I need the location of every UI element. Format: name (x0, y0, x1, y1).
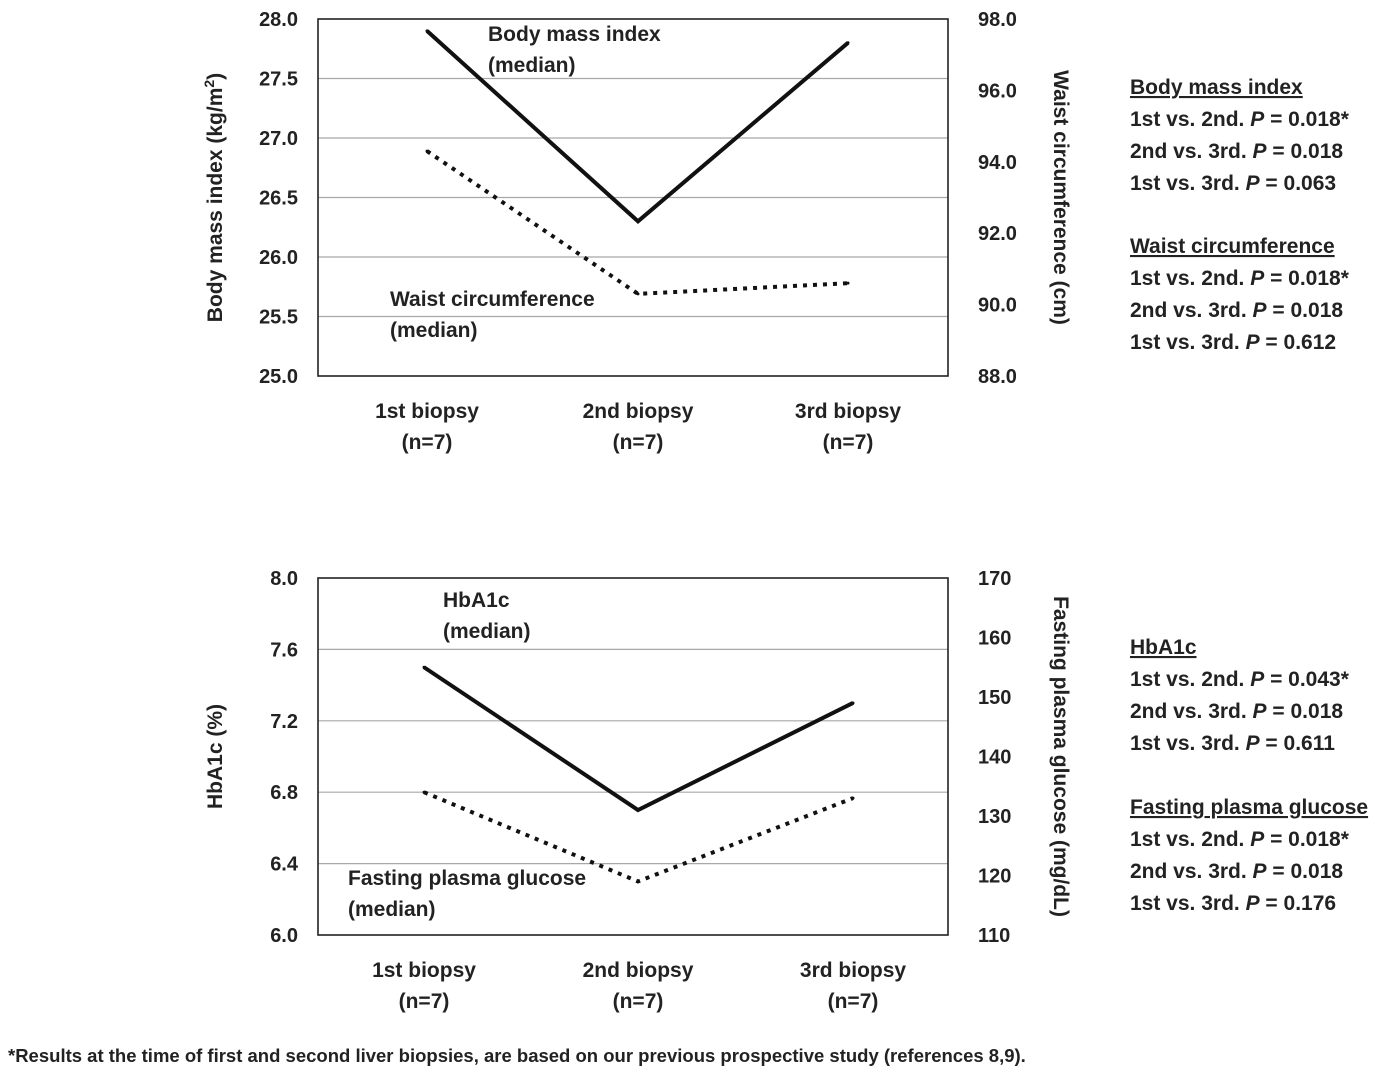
y-axis-title: HbA1c (%) (204, 704, 227, 809)
data-point (851, 701, 855, 705)
x-category-label: 3rd biopsy (795, 400, 902, 423)
y2-tick-label: 130 (978, 806, 1011, 828)
x-category-label: 3rd biopsy (800, 959, 907, 982)
x-category-label: 2nd biopsy (583, 959, 694, 982)
y-tick-label: 26.0 (259, 247, 298, 269)
y2-tick-label: 150 (978, 687, 1011, 709)
y-tick-label: 6.4 (270, 854, 299, 876)
y-tick-label: 25.0 (259, 366, 298, 388)
stat-line: 2nd vs. 3rd. P = 0.018 (1130, 140, 1343, 163)
stat-line: 1st vs. 2nd. P = 0.018* (1130, 267, 1350, 290)
series-line-primary (422, 665, 854, 813)
y2-tick-label: 90.0 (978, 295, 1017, 317)
y2-tick-label: 96.0 (978, 80, 1017, 102)
y-tick-label: 7.2 (270, 711, 298, 733)
y2-tick-label: 160 (978, 628, 1011, 650)
y-tick-label: 27.5 (259, 69, 298, 91)
x-category-sublabel: (n=7) (399, 990, 450, 1013)
x-category-label: 1st biopsy (372, 959, 476, 982)
stat-line: 1st vs. 3rd. P = 0.611 (1130, 732, 1335, 755)
y2-tick-label: 94.0 (978, 152, 1017, 174)
plot-frame (317, 577, 949, 936)
y2-tick-label: 120 (978, 866, 1011, 888)
y-tick-label: 6.8 (270, 782, 298, 804)
series-label: HbA1c (443, 589, 510, 612)
stat-line: 1st vs. 3rd. P = 0.063 (1130, 172, 1336, 195)
plot-frame (317, 18, 949, 377)
data-point (422, 790, 426, 794)
data-point (422, 665, 426, 669)
stat-line: 1st vs. 2nd. P = 0.043* (1130, 668, 1350, 691)
y-tick-label: 8.0 (270, 568, 298, 590)
y-tick-label: 26.5 (259, 188, 298, 210)
data-point (425, 149, 429, 153)
y2-tick-label: 92.0 (978, 223, 1017, 245)
stat-line: 2nd vs. 3rd. P = 0.018 (1130, 299, 1343, 322)
data-point (851, 796, 855, 800)
data-point (846, 281, 850, 285)
chart-bmi-waist: 25.0 25.5 26.0 26.5 27.0 27.5 28.0 88.0 90.0 92.0… (201, 9, 1350, 454)
stat-line: 1st vs. 2nd. P = 0.018* (1130, 108, 1350, 131)
data-point (636, 879, 640, 883)
x-category-sublabel: (n=7) (402, 431, 453, 454)
y-tick-label: 6.0 (270, 925, 298, 947)
data-point (636, 219, 640, 223)
footnote: *Results at the time of first and second… (8, 1045, 1026, 1066)
stat-title: Waist circumference (1130, 235, 1335, 258)
stat-line: 2nd vs. 3rd. P = 0.018 (1130, 700, 1343, 723)
y-tick-label: 27.0 (259, 128, 298, 150)
y2-tick-label: 170 (978, 568, 1011, 590)
x-category-sublabel: (n=7) (823, 431, 874, 454)
y2-tick-label: 110 (978, 925, 1010, 947)
y2-axis-title: Fasting plasma glucose (mg/dL) (1049, 596, 1072, 917)
stat-line: 1st vs. 2nd. P = 0.018* (1130, 828, 1350, 851)
stat-line: 1st vs. 3rd. P = 0.176 (1130, 892, 1336, 915)
x-category-sublabel: (n=7) (613, 431, 664, 454)
data-point (636, 808, 640, 812)
y2-tick-label: 88.0 (978, 366, 1017, 388)
x-category-label: 1st biopsy (375, 400, 479, 423)
series-label: Fasting plasma glucose (348, 867, 586, 890)
stat-title: HbA1c (1130, 636, 1197, 659)
chart-hba1c-glucose: 6.0 6.4 6.8 7.2 7.6 8.0 110 120 130 140 150 160 170 1… (204, 568, 1368, 1013)
stat-line: 1st vs. 3rd. P = 0.612 (1130, 331, 1336, 354)
series-label: Body mass index (488, 23, 661, 46)
data-point (636, 292, 640, 296)
y2-tick-label: 98.0 (978, 9, 1017, 31)
data-point (425, 29, 429, 33)
series-label-median: (median) (348, 898, 436, 921)
data-point (846, 41, 850, 45)
y-tick-label: 25.5 (259, 307, 298, 329)
stat-line: 2nd vs. 3rd. P = 0.018 (1130, 860, 1343, 883)
y-tick-label: 28.0 (259, 9, 298, 31)
series-label-median: (median) (390, 319, 478, 342)
x-category-sublabel: (n=7) (828, 990, 879, 1013)
series-label-median: (median) (443, 620, 531, 643)
y-axis-title: Body mass index (kg/m2) (201, 73, 227, 322)
stat-title: Fasting plasma glucose (1130, 796, 1368, 819)
x-category-sublabel: (n=7) (613, 990, 664, 1013)
x-category-label: 2nd biopsy (583, 400, 694, 423)
series-label-median: (median) (488, 54, 576, 77)
y2-axis-title: Waist circumference (cm) (1049, 70, 1072, 325)
stat-title: Body mass index (1130, 76, 1303, 99)
y-tick-label: 7.6 (270, 639, 298, 661)
series-label: Waist circumference (390, 288, 595, 311)
y2-tick-label: 140 (978, 747, 1011, 769)
